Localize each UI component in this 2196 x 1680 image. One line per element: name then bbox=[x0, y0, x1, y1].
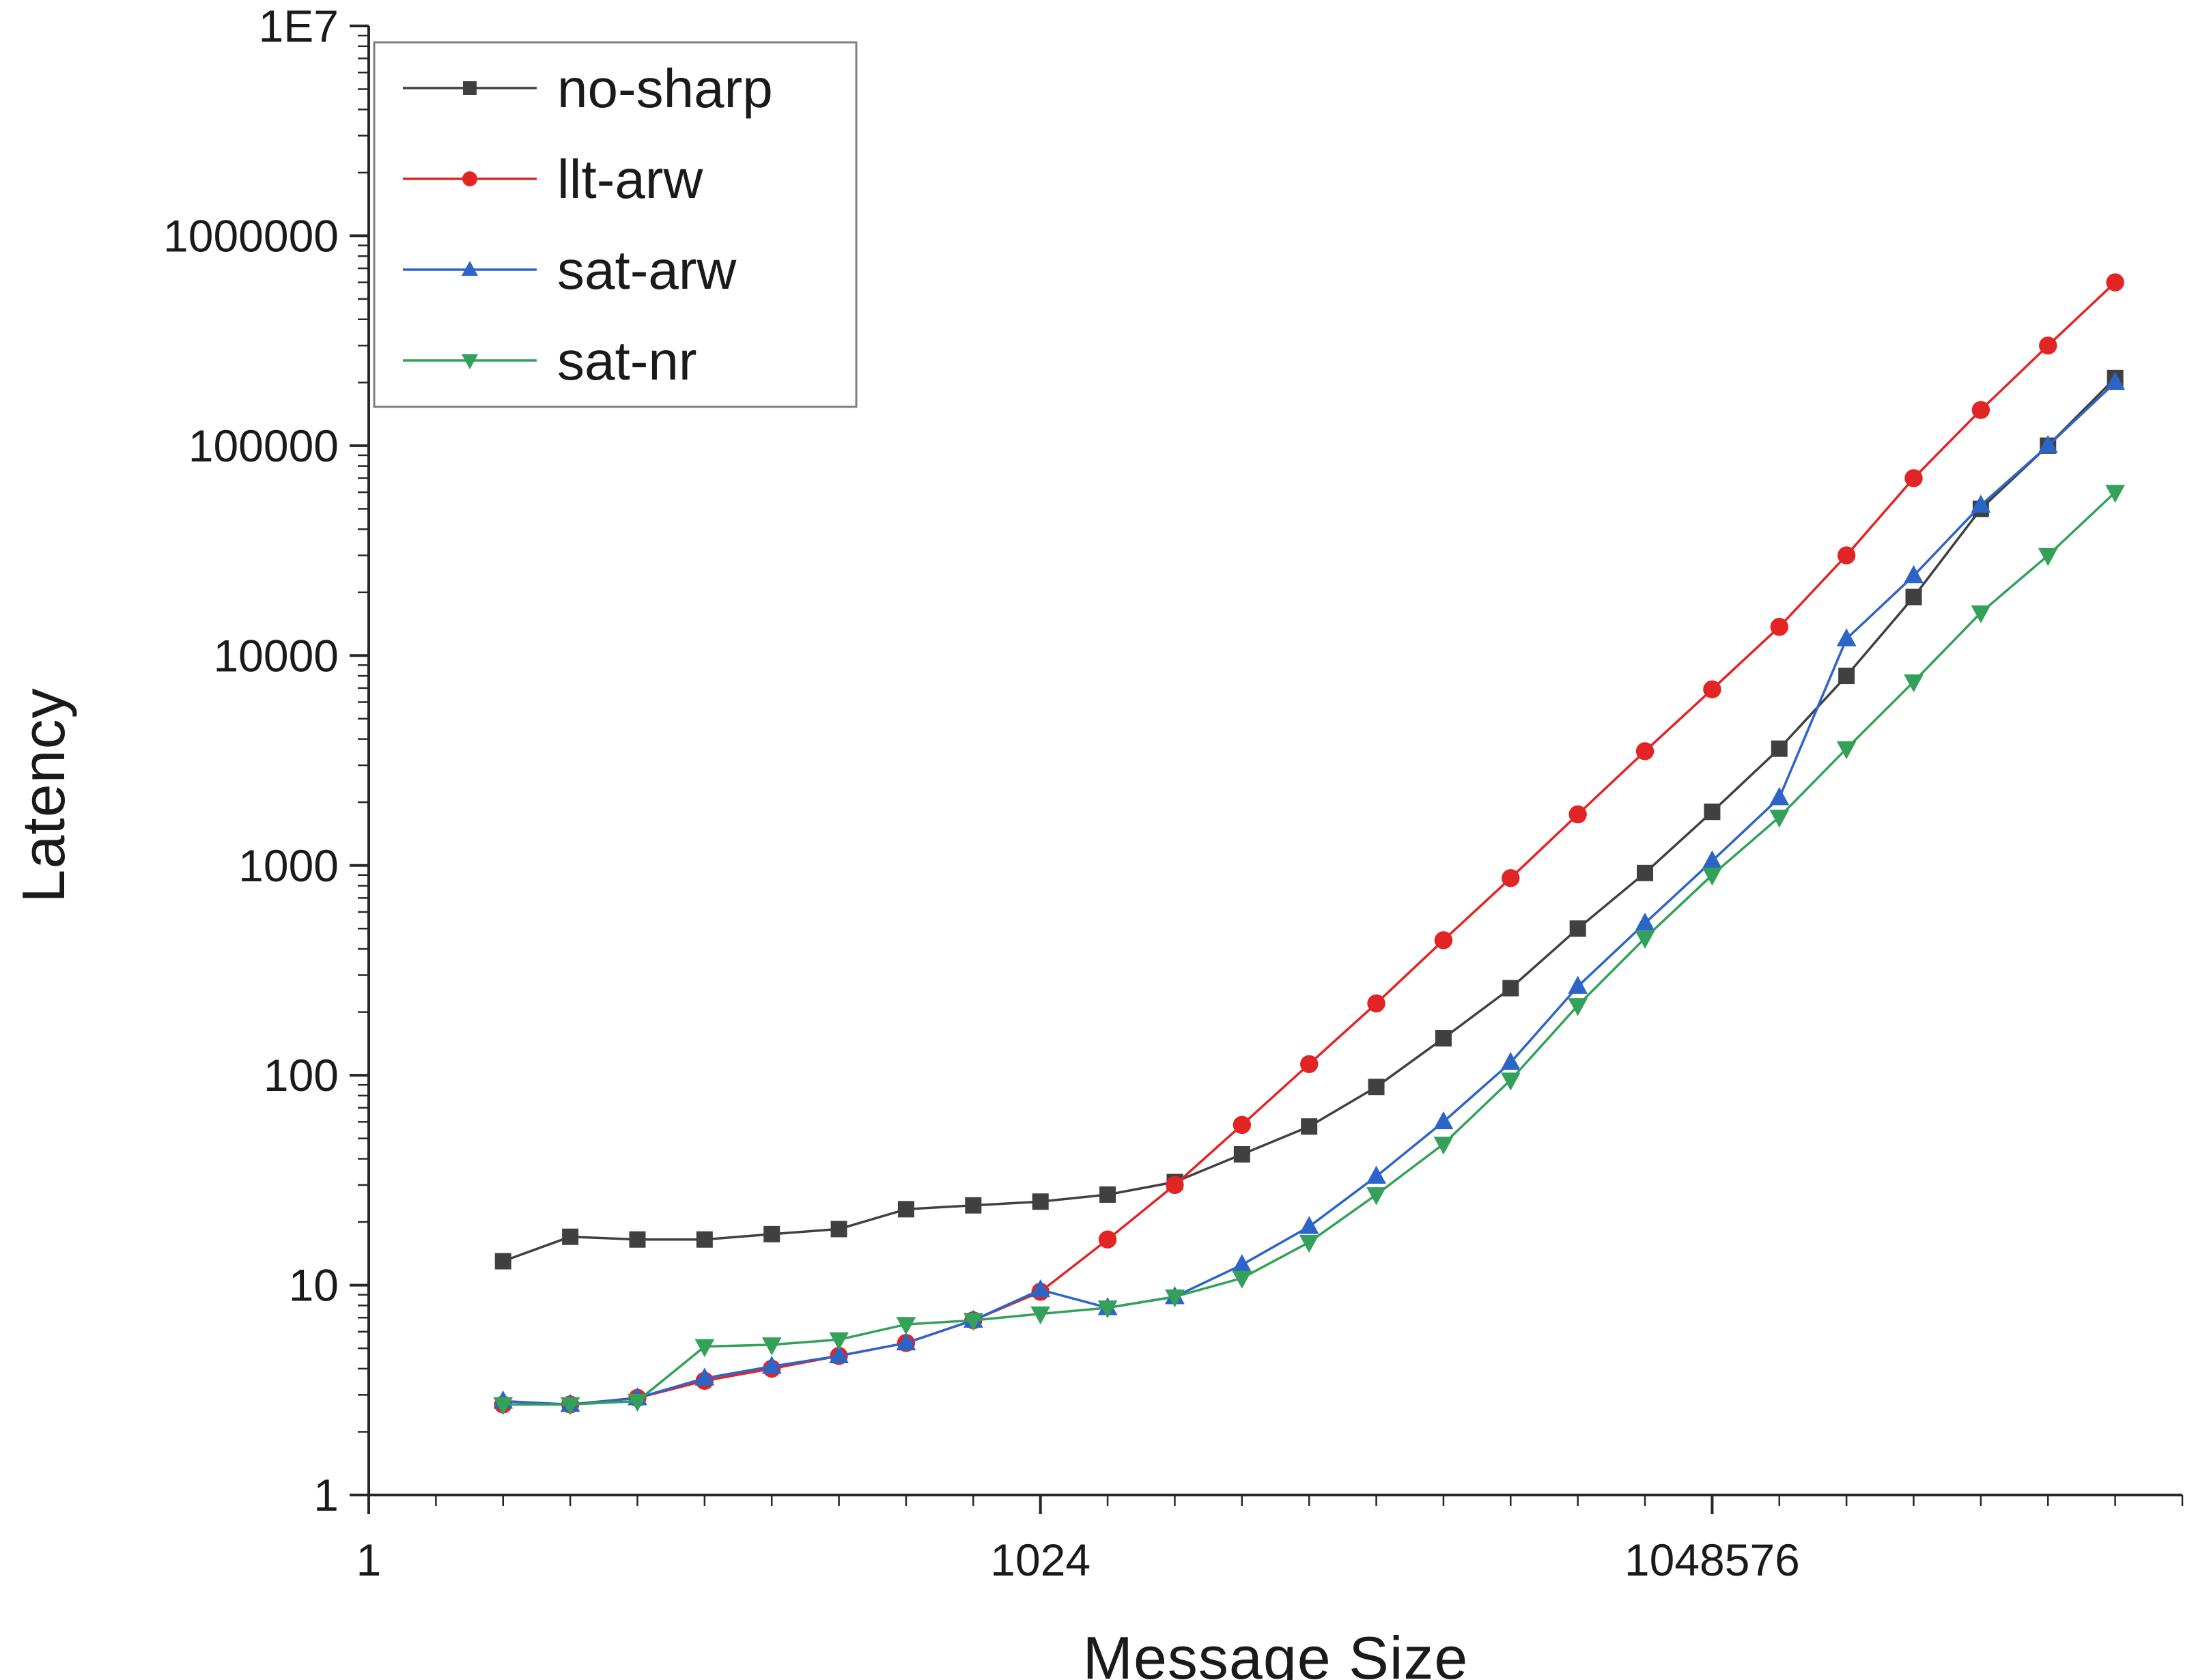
legend-label-no-sharp: no-sharp bbox=[557, 58, 773, 119]
series-sat-arw bbox=[493, 371, 2126, 1412]
y-tick-label: 1 bbox=[313, 1470, 339, 1520]
y-tick-label: 1E7 bbox=[259, 1, 339, 51]
y-tick-label: 100 bbox=[264, 1050, 339, 1100]
x-tick-label: 1 bbox=[356, 1535, 382, 1585]
y-tick-label: 1000 bbox=[238, 840, 339, 891]
legend: no-sharp llt-arw sat-arw sat-nr bbox=[373, 41, 858, 408]
axes: 1 1024 1048576 1 10 100 1000 10000 100000 1000000… bbox=[163, 1, 2184, 1585]
series-no-sharp bbox=[494, 369, 2124, 1270]
x-axis-title: Message Size bbox=[1082, 1624, 1469, 1680]
y-tick-label: 10000 bbox=[213, 630, 339, 681]
x-tick-label: 1048576 bbox=[1624, 1535, 1800, 1585]
y-axis-title: Latency bbox=[10, 687, 77, 903]
legend-label-sat-nr: sat-nr bbox=[557, 330, 697, 391]
series-sat-nr bbox=[493, 485, 2126, 1415]
legend-label-llt-arw: llt-arw bbox=[557, 149, 703, 210]
x-tick-label: 1024 bbox=[990, 1535, 1090, 1585]
y-tick-label: 100000 bbox=[188, 421, 339, 471]
y-tick-label: 10 bbox=[289, 1260, 339, 1311]
legend-label-sat-arw: sat-arw bbox=[557, 240, 736, 300]
y-tick-label: 1000000 bbox=[163, 211, 339, 261]
